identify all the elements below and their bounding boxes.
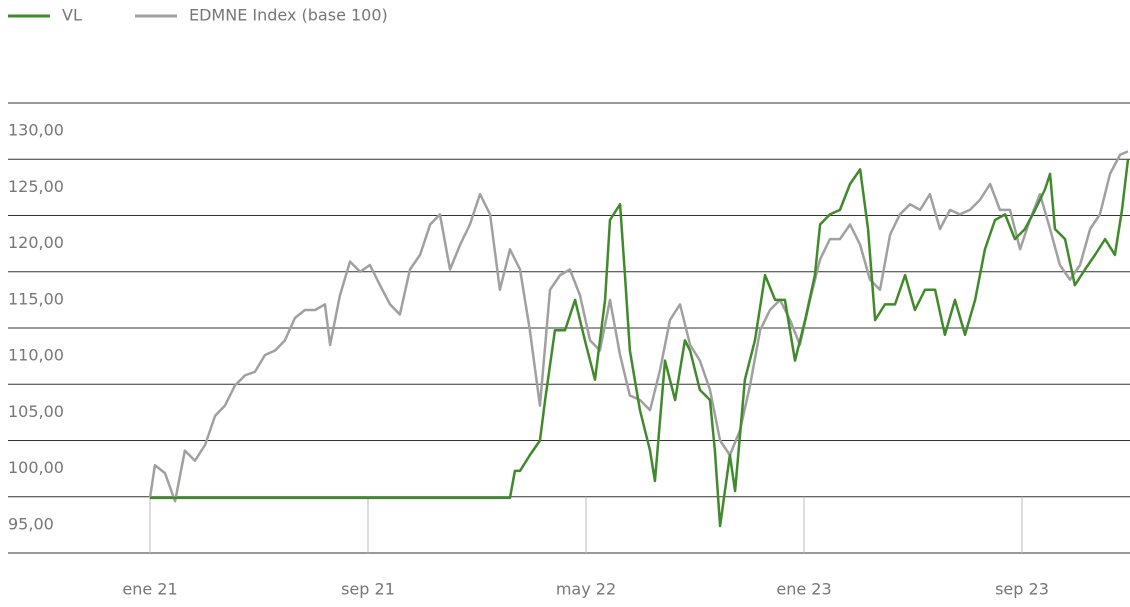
y-tick-label: 110,00: [8, 346, 64, 365]
legend-label: VL: [62, 6, 82, 25]
y-tick-label: 125,00: [8, 177, 64, 196]
x-tick-label: sep 23: [995, 580, 1049, 599]
x-tick-label: sep 21: [341, 580, 395, 599]
x-tick-label: ene 21: [122, 580, 177, 599]
series-line: [150, 159, 1130, 528]
y-tick-label: 95,00: [8, 514, 54, 533]
x-tick-label: may 22: [556, 580, 616, 599]
y-tick-label: 120,00: [8, 233, 64, 252]
y-tick-label: 105,00: [8, 402, 64, 421]
series-line: [148, 150, 1129, 503]
y-tick-label: 130,00: [8, 121, 64, 140]
x-tick-label: ene 23: [776, 580, 831, 599]
y-tick-label: 115,00: [8, 289, 64, 308]
y-tick-label: 100,00: [8, 458, 64, 477]
legend-label: EDMNE Index (base 100): [189, 6, 388, 25]
